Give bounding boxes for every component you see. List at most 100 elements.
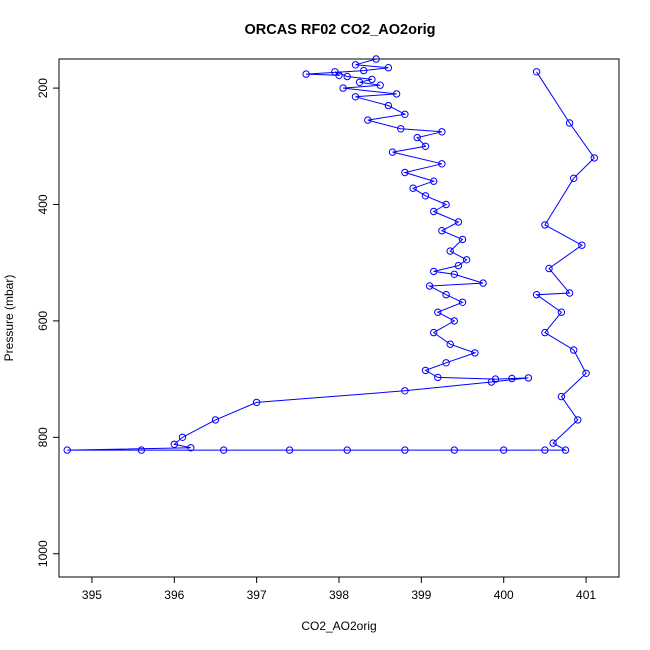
data-point xyxy=(582,369,590,377)
y-axis: 200 400 600 800 1000 xyxy=(36,78,59,567)
data-point xyxy=(454,261,463,270)
data-point xyxy=(401,387,409,395)
data-point xyxy=(450,317,458,325)
data-point xyxy=(430,328,438,337)
data-point xyxy=(438,227,446,235)
y-tick-label: 400 xyxy=(36,194,50,214)
series-layer xyxy=(63,55,598,454)
data-point xyxy=(170,440,179,448)
data-point xyxy=(487,378,496,386)
chart-title: ORCAS RF02 CO2_AO2orig xyxy=(245,22,436,38)
data-point xyxy=(360,66,368,75)
data-point xyxy=(442,291,450,299)
data-point xyxy=(446,247,454,255)
data-point xyxy=(331,68,339,76)
data-point xyxy=(442,200,450,209)
data-point xyxy=(532,68,541,76)
data-point xyxy=(458,235,467,244)
data-point xyxy=(508,374,516,383)
data-point xyxy=(430,177,438,185)
data-point xyxy=(450,446,458,454)
data-point xyxy=(63,446,71,454)
data-point xyxy=(434,373,442,382)
data-point xyxy=(524,374,533,382)
data-point xyxy=(557,308,566,316)
data-point xyxy=(413,133,421,142)
y-tick-label: 200 xyxy=(36,78,50,98)
data-point xyxy=(388,148,397,156)
data-point xyxy=(425,282,434,290)
data-point xyxy=(384,64,393,72)
x-tick-label: 395 xyxy=(82,588,102,602)
data-point xyxy=(137,446,146,454)
data-point xyxy=(421,192,430,200)
data-point xyxy=(355,78,364,87)
data-point xyxy=(479,279,487,287)
data-point xyxy=(462,256,471,264)
data-point xyxy=(500,446,508,454)
data-point xyxy=(458,298,467,306)
data-point xyxy=(351,93,360,101)
data-point xyxy=(434,308,442,316)
data-point xyxy=(570,174,578,183)
data-point xyxy=(430,207,438,216)
data-point xyxy=(372,55,380,63)
data-point xyxy=(339,84,347,92)
data-point xyxy=(565,289,574,297)
data-point xyxy=(541,446,549,454)
data-point xyxy=(343,72,351,81)
data-point xyxy=(438,128,446,136)
y-tick-label: 800 xyxy=(36,427,50,447)
data-point xyxy=(401,168,409,177)
data-point xyxy=(220,446,228,454)
data-point xyxy=(454,218,463,226)
data-point xyxy=(302,70,310,78)
y-tick-label: 1000 xyxy=(36,540,50,567)
x-tick-label: 400 xyxy=(494,588,514,602)
y-axis-label: Pressure (mbar) xyxy=(2,275,16,362)
data-point xyxy=(442,359,450,367)
data-point xyxy=(376,81,384,89)
data-point xyxy=(549,439,557,447)
series-line xyxy=(67,58,595,451)
data-point xyxy=(541,221,549,229)
x-tick-label: 396 xyxy=(164,588,184,602)
data-point xyxy=(421,142,430,151)
data-point xyxy=(590,154,598,162)
data-point xyxy=(187,444,195,452)
data-point xyxy=(211,416,220,424)
data-point xyxy=(285,446,294,454)
x-tick-label: 401 xyxy=(576,588,596,602)
plot-frame xyxy=(58,58,620,578)
data-point xyxy=(421,366,430,375)
data-point xyxy=(178,433,187,441)
x-tick-label: 397 xyxy=(247,588,267,602)
data-point xyxy=(397,125,405,133)
data-point xyxy=(401,446,409,454)
data-point xyxy=(392,90,401,98)
x-axis-label: CO2_AO2orig xyxy=(301,619,376,633)
data-point xyxy=(384,101,393,110)
data-point xyxy=(574,416,582,424)
data-point xyxy=(570,346,578,354)
x-tick-label: 399 xyxy=(411,588,431,602)
data-point xyxy=(364,116,372,124)
data-point xyxy=(252,398,261,407)
data-point xyxy=(351,61,360,69)
x-tick-label: 398 xyxy=(329,588,349,602)
x-axis: 395 396 397 398 399 400 401 xyxy=(82,577,596,602)
data-point xyxy=(368,75,376,84)
data-point xyxy=(541,328,549,337)
y-tick-label: 600 xyxy=(36,311,50,331)
data-point xyxy=(578,241,586,249)
data-point xyxy=(438,160,446,168)
data-point xyxy=(471,349,479,357)
data-point xyxy=(409,184,417,192)
data-point xyxy=(532,291,541,299)
data-point xyxy=(557,392,566,401)
data-point xyxy=(446,340,454,348)
data-point xyxy=(343,446,351,454)
data-point xyxy=(430,267,438,276)
data-point xyxy=(561,446,570,454)
